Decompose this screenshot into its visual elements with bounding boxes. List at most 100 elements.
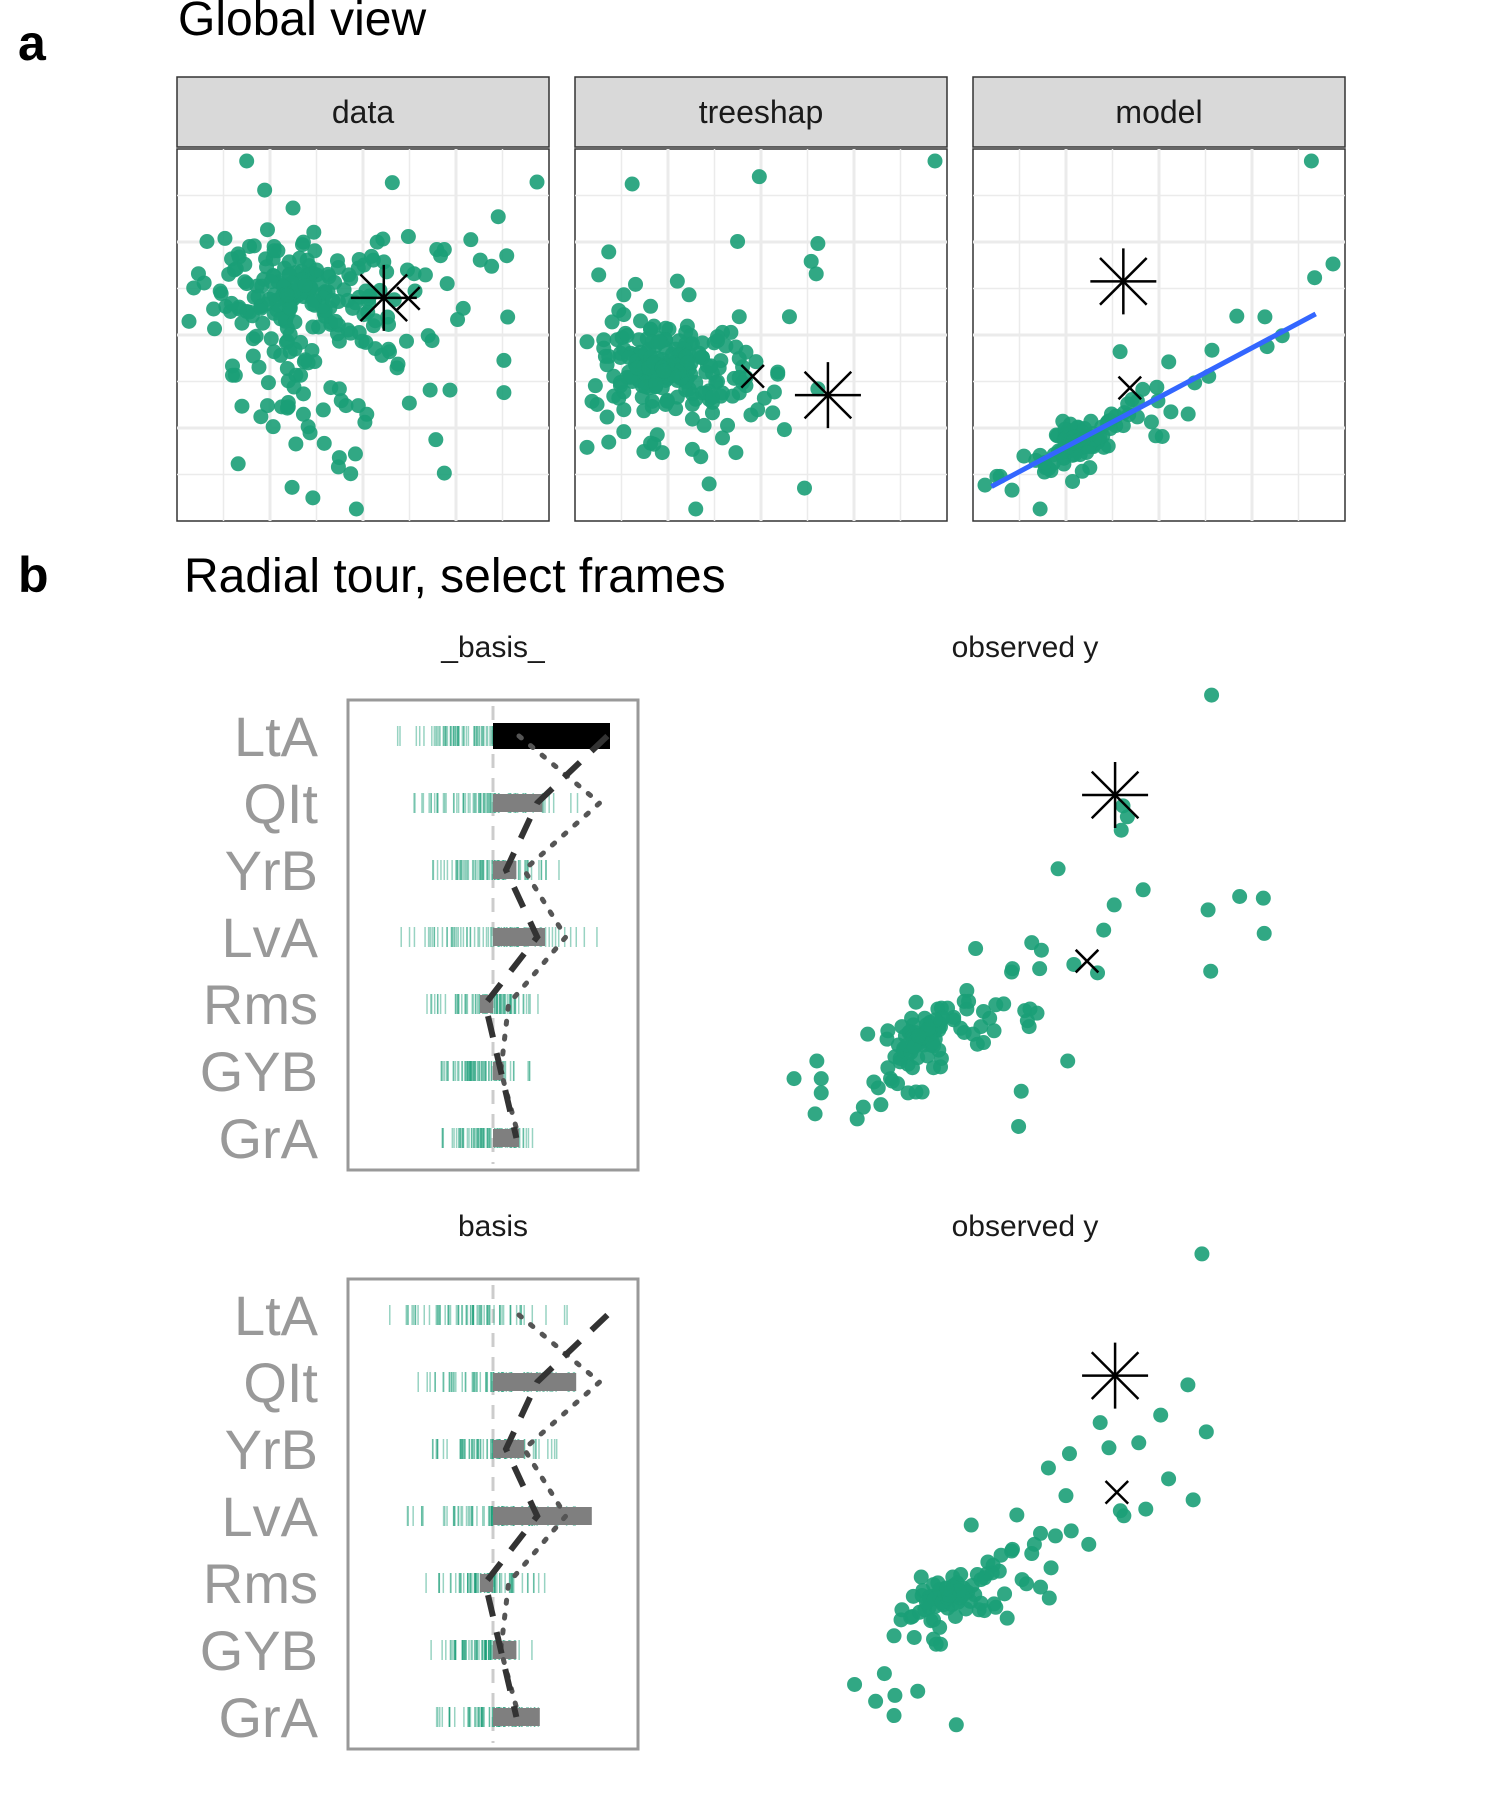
data-point [997, 1586, 1013, 1602]
data-point [1106, 897, 1122, 913]
data-point [847, 1676, 863, 1692]
basis-title: basis [458, 1210, 528, 1243]
data-point [965, 1026, 981, 1042]
data-point [422, 382, 438, 398]
data-point [659, 392, 675, 408]
facet-data: data [176, 76, 550, 522]
data-point [1153, 1407, 1169, 1423]
data-point [257, 182, 273, 198]
data-point [266, 243, 282, 259]
data-point [720, 417, 736, 433]
data-point [1113, 822, 1129, 838]
data-point [776, 422, 792, 438]
data-point [1135, 381, 1151, 397]
data-point [704, 389, 720, 405]
data-point [1063, 1523, 1079, 1539]
variable-label: QIt [243, 772, 318, 835]
data-point [325, 292, 341, 308]
data-point [715, 430, 731, 446]
data-point [1082, 460, 1098, 476]
data-point [390, 356, 406, 372]
data-point [288, 436, 304, 452]
data-point [648, 376, 664, 392]
variable-label: YrB [225, 1418, 318, 1481]
data-point [904, 1010, 920, 1026]
data-point [279, 287, 295, 303]
data-point [1325, 256, 1341, 272]
data-point [500, 309, 516, 325]
asterisk-marker [1082, 761, 1149, 828]
variable-label: GrA [218, 1107, 318, 1170]
data-point [305, 490, 321, 506]
data-point [367, 341, 383, 357]
data-point [633, 313, 649, 329]
data-point [327, 274, 343, 290]
data-point [993, 1547, 1009, 1563]
marker-stroke [1104, 1480, 1130, 1505]
data-point [1047, 1528, 1063, 1544]
data-point [439, 276, 455, 292]
data-point [1024, 935, 1040, 951]
tour-points [786, 687, 1272, 1134]
data-point [651, 334, 667, 350]
data-point [1185, 1492, 1201, 1508]
data-point [797, 480, 812, 496]
data-point [297, 277, 313, 293]
data-point [225, 358, 240, 374]
scatter-title: observed y [952, 631, 1099, 664]
data-point [1161, 354, 1177, 370]
data-point [616, 424, 632, 440]
data-point [1204, 342, 1220, 358]
data-point [251, 359, 267, 375]
data-point [279, 400, 295, 416]
data-point [604, 314, 620, 330]
data-point [1198, 1424, 1214, 1440]
data-point [1148, 428, 1164, 444]
data-point [529, 174, 545, 190]
cross-marker [396, 286, 421, 311]
data-point [1061, 1446, 1077, 1462]
data-point [1161, 1471, 1177, 1487]
variable-label: GYB [200, 1619, 318, 1682]
data-point [499, 248, 515, 264]
data-point [300, 419, 316, 435]
data-point [1135, 882, 1151, 898]
data-point [723, 324, 739, 340]
data-point [868, 1693, 884, 1709]
data-point [1112, 344, 1128, 360]
data-point [259, 222, 275, 238]
data-point [287, 314, 303, 330]
data-point [343, 325, 359, 341]
data-point [616, 307, 632, 323]
data-point [315, 402, 331, 418]
marker-stroke [1090, 770, 1140, 820]
data-point [199, 233, 215, 249]
data-point [343, 466, 359, 482]
data-point [696, 417, 712, 433]
facet-label: data [332, 94, 394, 130]
data-point [406, 266, 422, 282]
data-point [681, 287, 697, 303]
data-point [926, 1612, 942, 1628]
data-point [963, 1517, 979, 1533]
cross-marker [1074, 948, 1100, 974]
data-point [906, 1629, 922, 1645]
data-point [810, 381, 826, 397]
data-point [436, 465, 452, 481]
data-point [703, 358, 719, 374]
data-point [1131, 1435, 1147, 1451]
data-point [728, 445, 744, 461]
dashed-trace [481, 733, 610, 1139]
cross-marker [1104, 1480, 1130, 1505]
data-point [181, 313, 197, 329]
scatter-title: observed y [952, 1210, 1099, 1243]
data-point [873, 1097, 889, 1113]
data-point [280, 373, 296, 389]
data-point [976, 1003, 992, 1019]
data-point [1096, 922, 1112, 938]
data-point [591, 267, 607, 283]
data-point [293, 334, 309, 350]
data-point [253, 409, 269, 425]
data-point [496, 352, 512, 368]
